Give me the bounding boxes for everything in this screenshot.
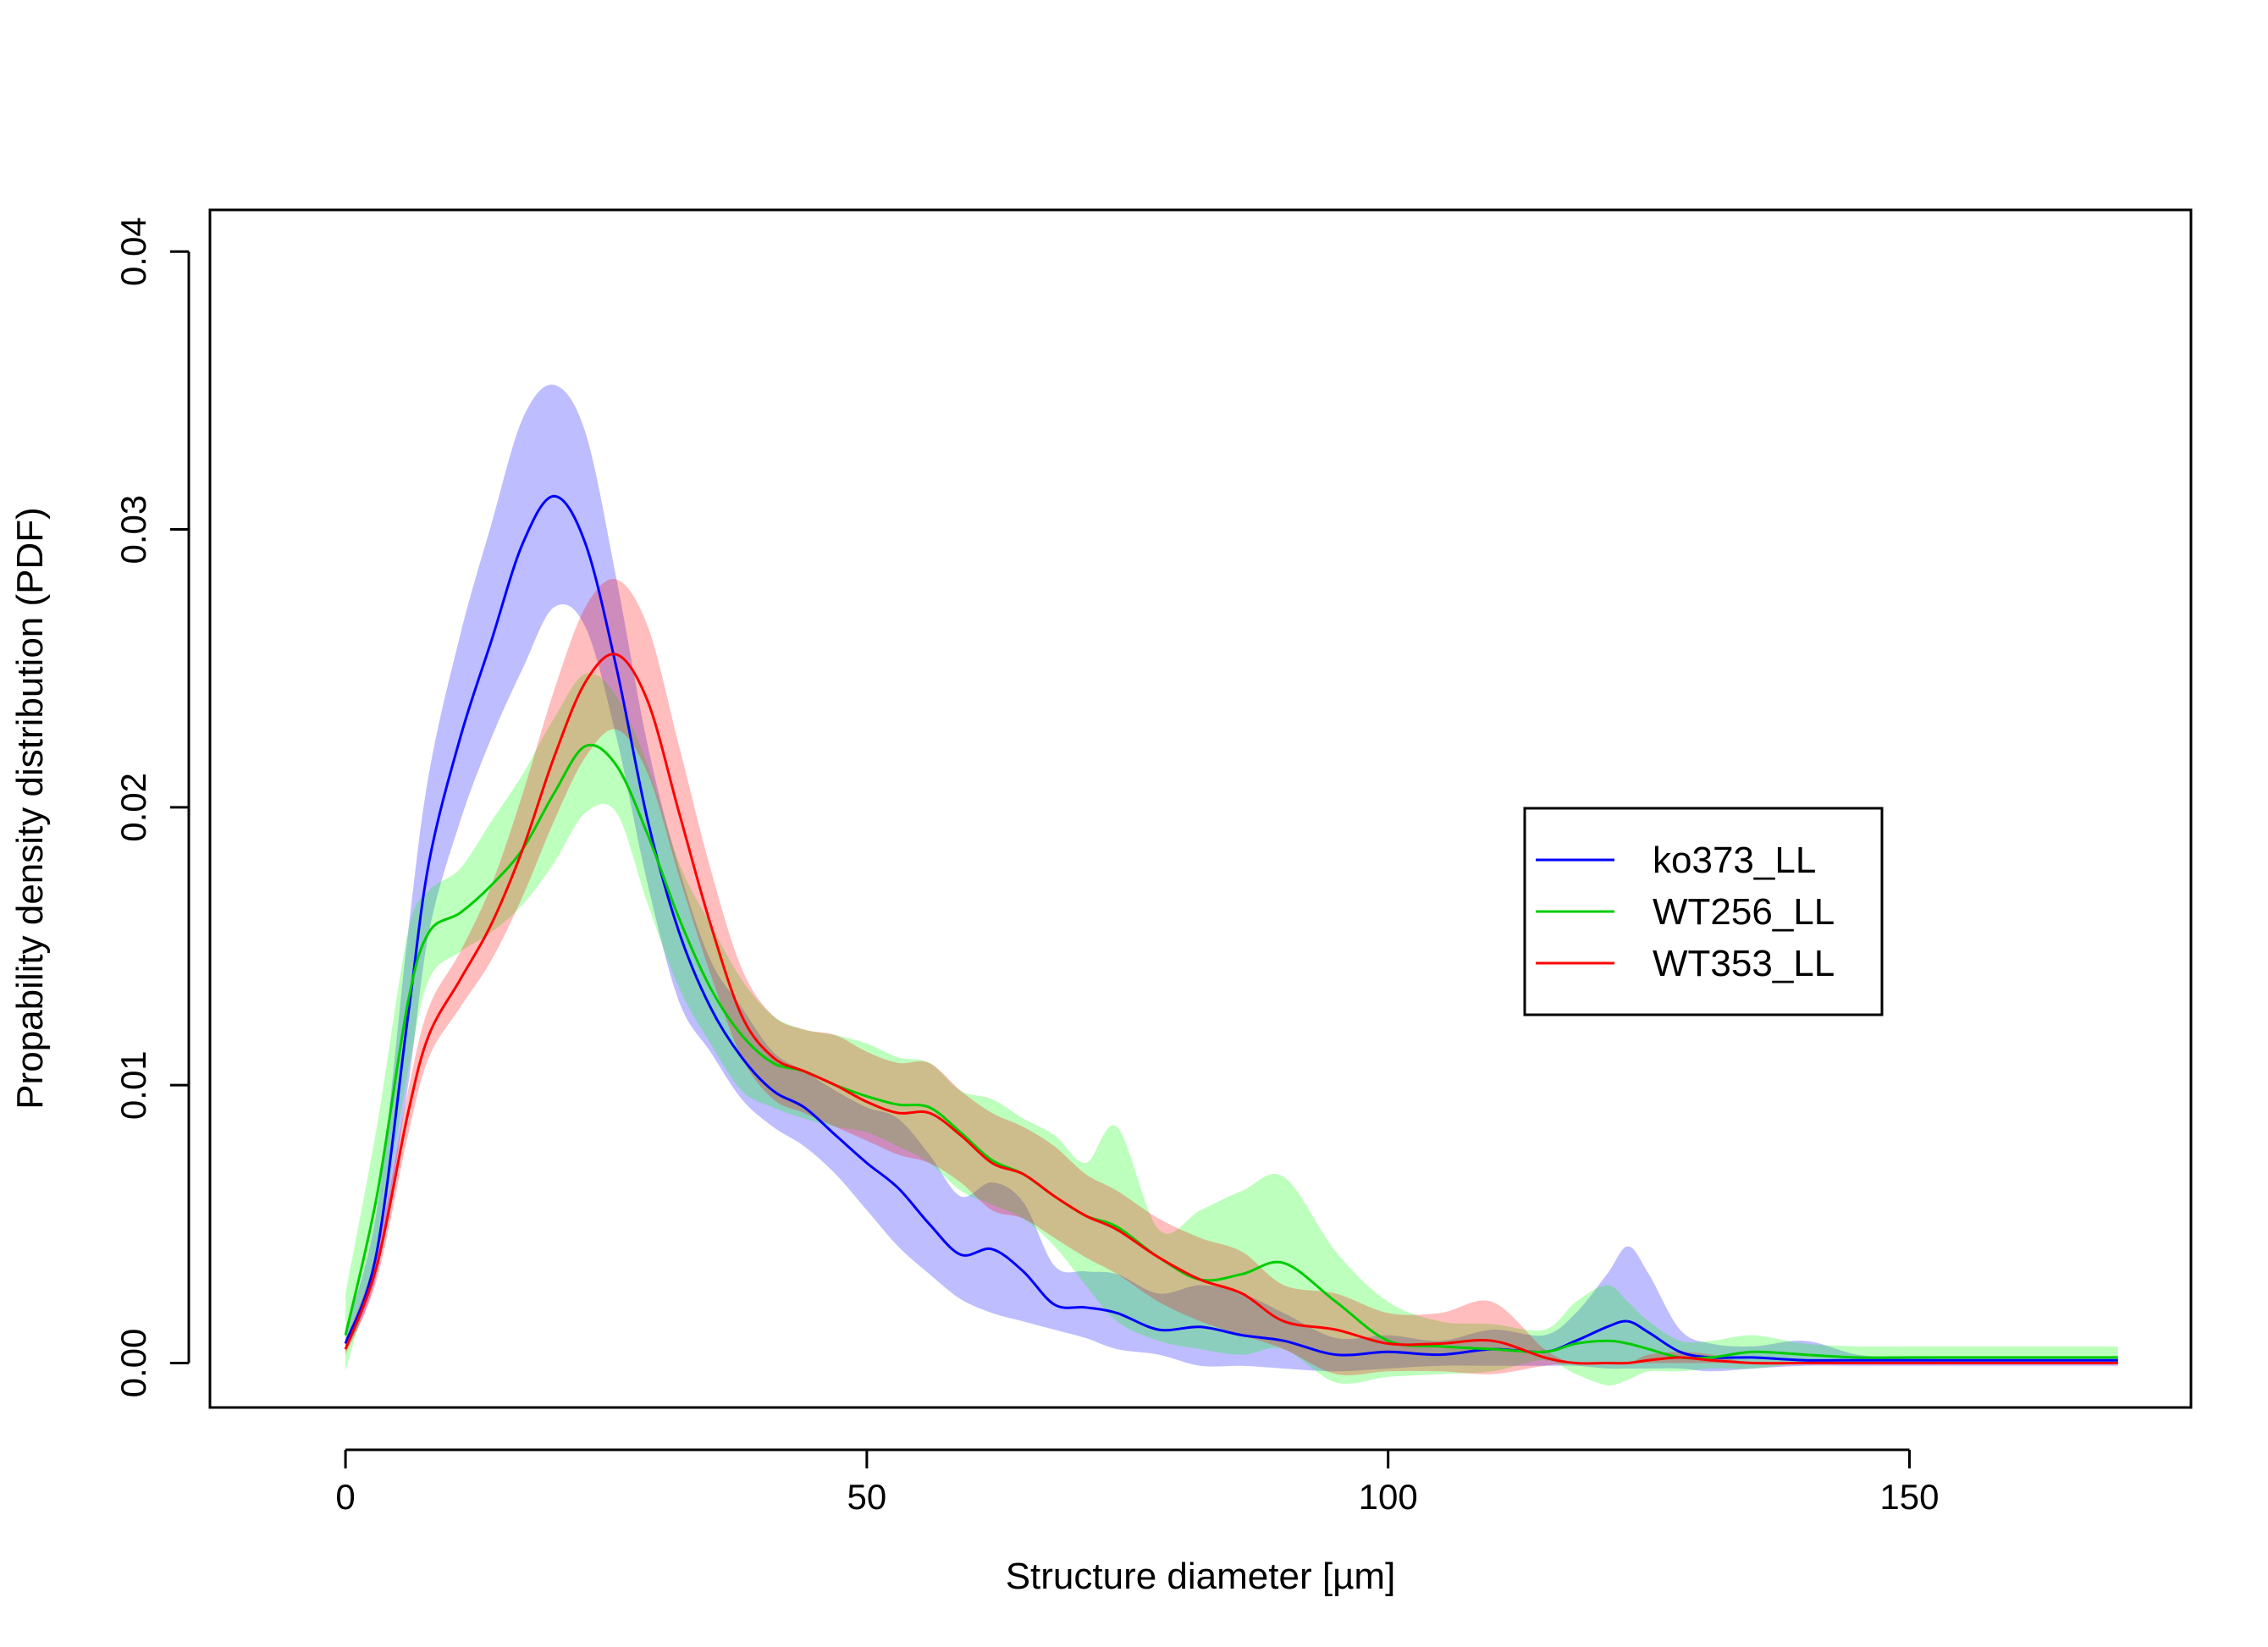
x-tick-label: 50 (847, 1477, 887, 1517)
confidence-bands (345, 384, 2118, 1385)
legend: ko373_LL WT256_LL WT353_LL (1523, 807, 1884, 1016)
legend-label-ko373: ko373_LL (1653, 840, 1816, 881)
band-ko373_LL (345, 384, 2118, 1372)
y-tick-label: 0.04 (113, 217, 153, 286)
plot-frame (208, 208, 2193, 1409)
line-ko373_LL (344, 494, 2118, 1362)
y-tick-label: 0.00 (113, 1329, 153, 1398)
y-axis-label: Propability density distribution (PDF) (9, 507, 51, 1110)
y-tick-label: 0.02 (113, 773, 153, 842)
series-lines (344, 494, 2118, 1365)
legend-label-wt353: WT353_LL (1653, 943, 1835, 984)
x-tick-label: 100 (1359, 1477, 1418, 1517)
band-WT256_LL (345, 673, 2118, 1385)
x-tick-label: 150 (1879, 1477, 1939, 1517)
line-WT353_LL (344, 653, 2118, 1365)
y-tick-label: 0.01 (113, 1050, 153, 1120)
x-axis: 0 50 100 150 (335, 1448, 1940, 1517)
x-axis-label: Structure diameter [µm] (1006, 1556, 1396, 1597)
legend-label-wt256: WT256_LL (1653, 891, 1835, 933)
y-axis: 0.00 0.01 0.02 0.03 0.04 (113, 217, 190, 1398)
y-tick-label: 0.03 (113, 495, 153, 565)
x-tick-label: 0 (335, 1477, 355, 1517)
